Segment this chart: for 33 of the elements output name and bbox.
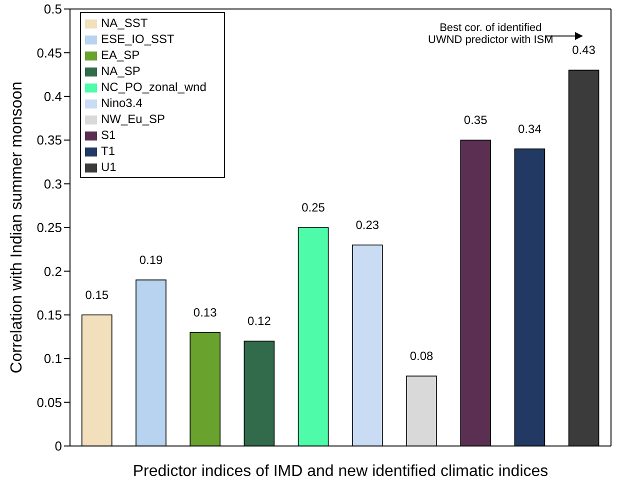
y-tick-label: 0: [54, 438, 62, 454]
legend-label: EA_SP: [101, 48, 140, 62]
y-tick-label: 0.5: [44, 2, 62, 17]
y-tick-label: 0.4: [44, 89, 62, 104]
y-tick-label: 0.45: [36, 45, 62, 60]
legend-label: NA_SP: [101, 64, 140, 78]
y-tick-label: 0.3: [44, 176, 62, 192]
y-tick-label: 0.35: [36, 132, 62, 148]
data-label: 0.34: [518, 122, 542, 136]
legend-label: U1: [101, 160, 116, 174]
legend-label: NW_Eu_SP: [101, 112, 166, 126]
data-label: 0.19: [139, 252, 164, 267]
data-label: 0.12: [248, 314, 272, 328]
legend-label: NC_PO_zonal_wnd: [101, 80, 206, 94]
y-tick-label: 0.25: [36, 220, 62, 236]
legend-label: T1: [101, 144, 116, 158]
data-label: 0.43: [572, 43, 596, 58]
data-label: 0.08: [410, 349, 434, 364]
legend-label: NA_SST: [101, 16, 148, 30]
data-label: 0.25: [302, 200, 326, 214]
y-tick-label: 0.15: [36, 308, 62, 323]
data-label: 0.13: [193, 305, 218, 320]
data-label: 0.23: [356, 218, 380, 232]
x-axis-title: Predictor indices of IMD and new identified climatic indices: [132, 463, 548, 480]
legend-label: ESE_IO_SST: [101, 32, 174, 46]
data-label: 0.35: [464, 113, 488, 128]
legend-label: Nino3.4: [101, 96, 142, 110]
legend-label: S1: [101, 128, 116, 142]
y-axis-title: Correlation with Indian summer monsoon: [8, 82, 26, 374]
y-tick-label: 0.2: [44, 264, 62, 279]
y-tick-label: 0.1: [44, 351, 62, 366]
data-label: 0.15: [85, 288, 109, 302]
y-tick-label: 0.05: [36, 394, 62, 410]
